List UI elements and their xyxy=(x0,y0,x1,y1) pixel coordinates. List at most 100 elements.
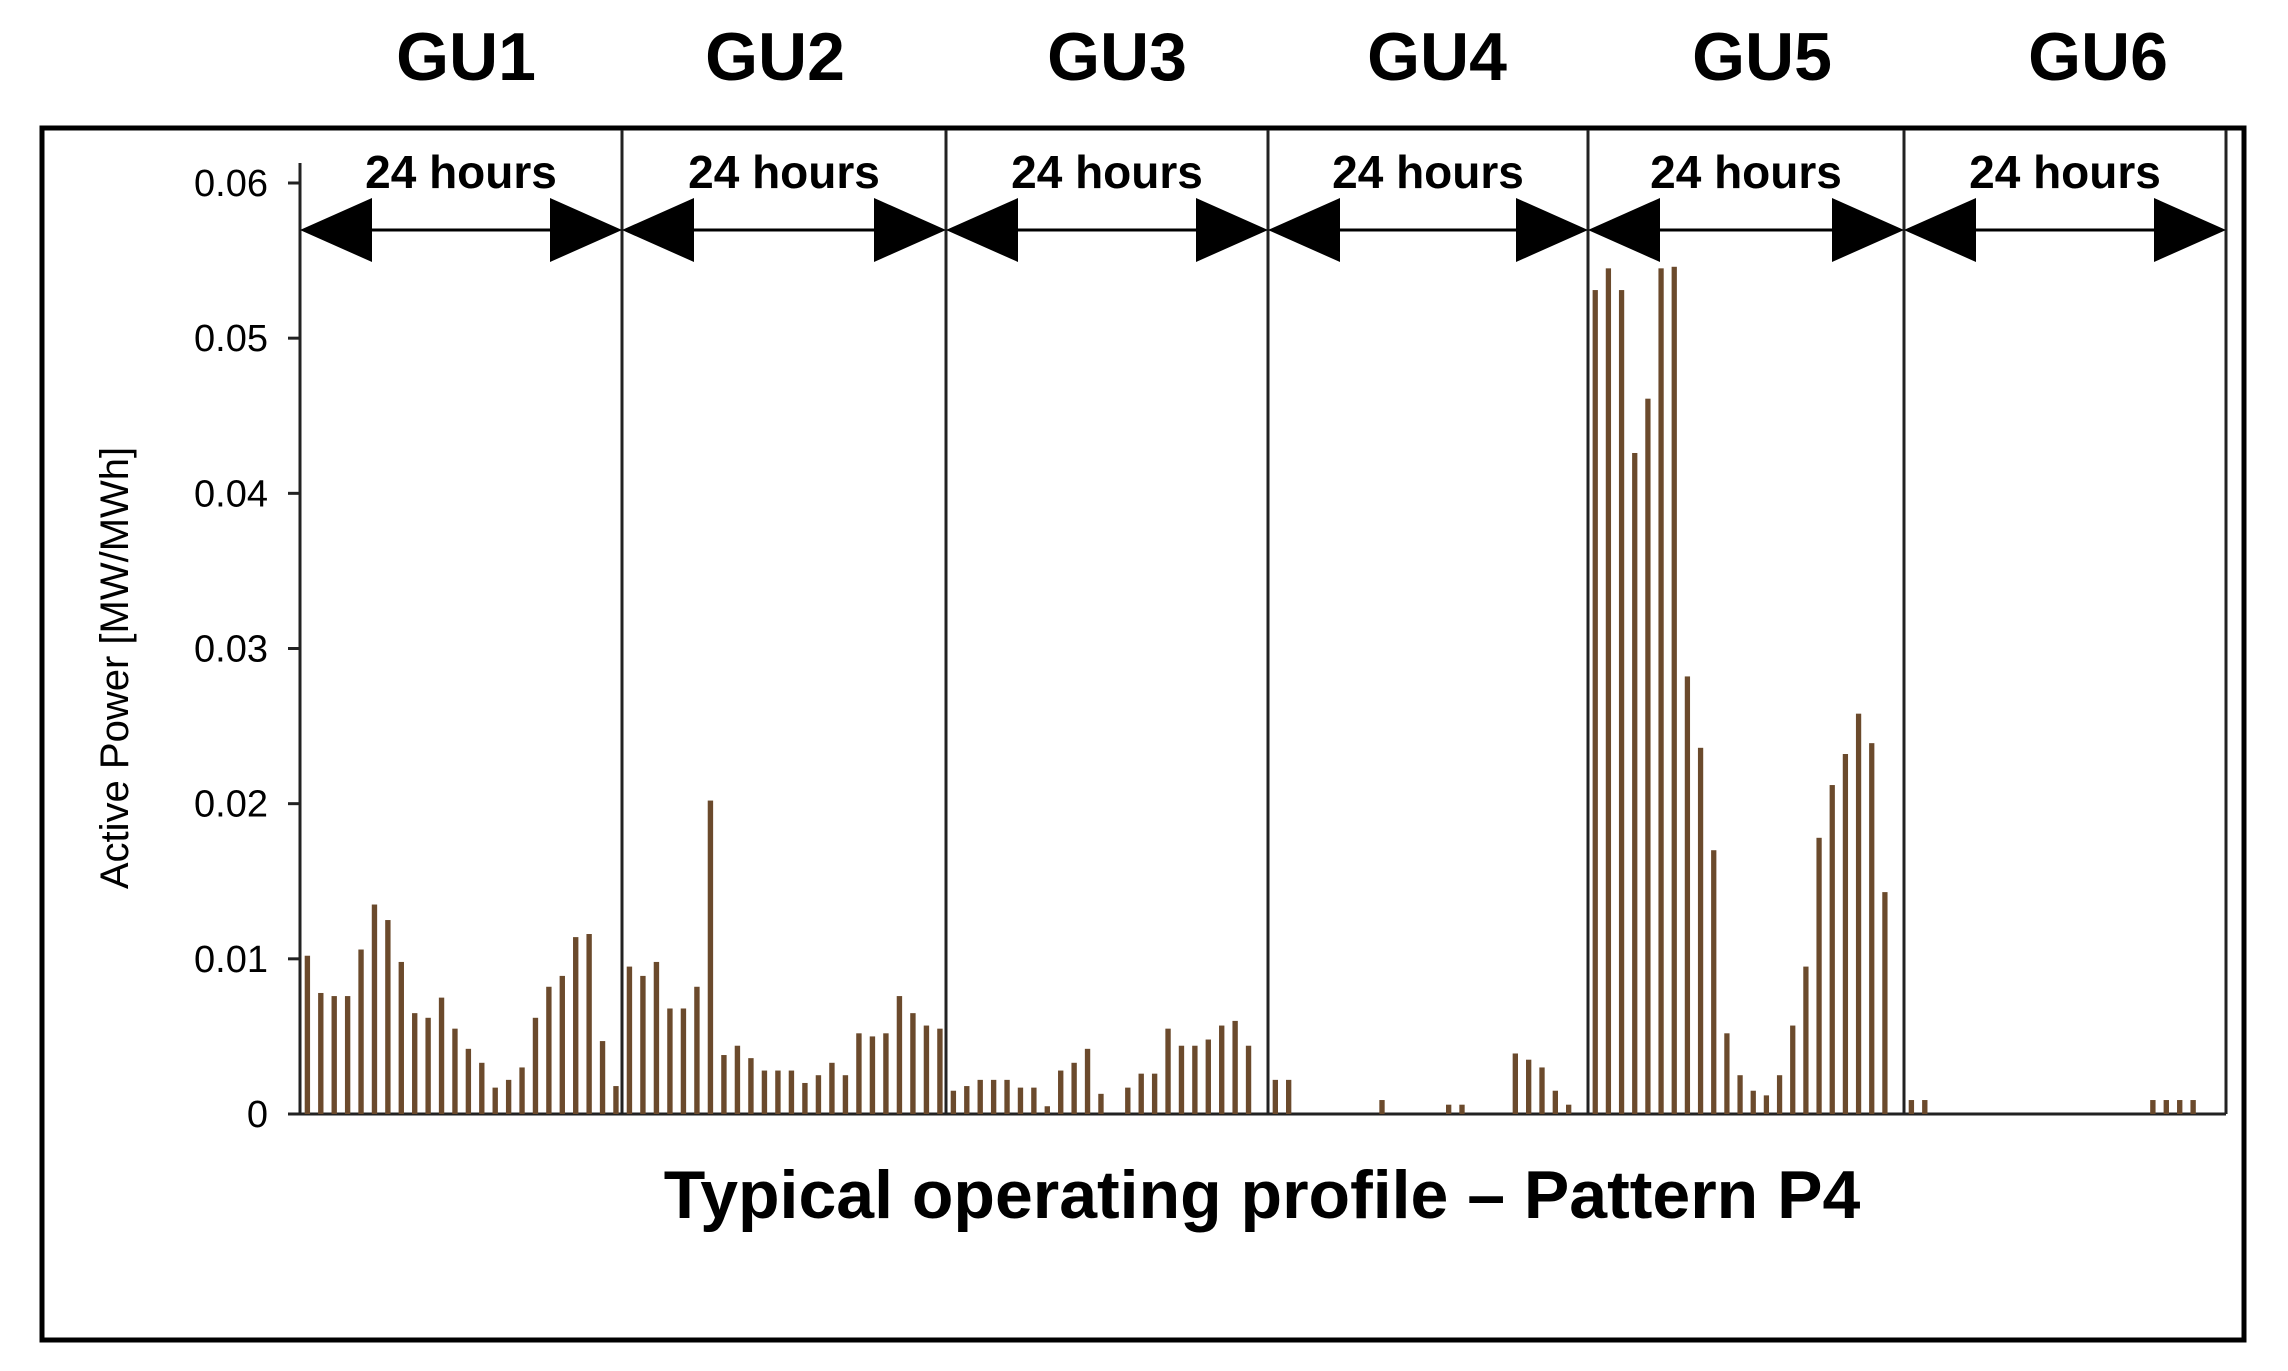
bar xyxy=(896,996,903,1114)
bar xyxy=(2163,1100,2169,1114)
group-label: GU2 xyxy=(705,19,845,95)
bar xyxy=(573,937,579,1114)
bar xyxy=(1658,268,1664,1114)
bar xyxy=(964,1086,970,1114)
bar xyxy=(1842,754,1849,1114)
bar xyxy=(438,997,445,1114)
bar xyxy=(775,1070,781,1114)
bar xyxy=(1855,713,1862,1114)
bar xyxy=(829,1062,835,1114)
bar xyxy=(559,975,565,1114)
group-label: GU5 xyxy=(1692,19,1832,95)
span-arrow-left-head xyxy=(1904,198,1976,262)
bar xyxy=(1192,1045,1198,1114)
bar xyxy=(1098,1093,1104,1114)
bar xyxy=(479,1062,485,1114)
group-label: GU3 xyxy=(1047,19,1187,95)
bar xyxy=(694,986,700,1114)
bar xyxy=(1017,1087,1024,1114)
bar xyxy=(331,996,337,1114)
y-tick-label: 0 xyxy=(247,1094,268,1136)
bar xyxy=(1138,1073,1144,1114)
bar xyxy=(667,1008,673,1114)
bar xyxy=(371,904,378,1114)
bar xyxy=(1084,1048,1091,1114)
bar xyxy=(519,1067,525,1114)
bar xyxy=(1071,1062,1077,1114)
bar xyxy=(1058,1070,1064,1114)
bar xyxy=(452,1028,458,1114)
bar xyxy=(1566,1104,1572,1114)
bar xyxy=(1908,1100,1915,1114)
y-tick-label: 0.01 xyxy=(194,939,268,981)
span-arrow-right-head xyxy=(874,198,946,262)
bar xyxy=(950,1090,957,1114)
bar xyxy=(1592,290,1598,1114)
bar xyxy=(1232,1020,1238,1114)
bar xyxy=(613,1086,619,1114)
bar xyxy=(1125,1087,1131,1114)
bar xyxy=(1750,1090,1756,1114)
group-label: GU4 xyxy=(1367,19,1507,95)
span-arrow-left-head xyxy=(622,198,694,262)
span-label: 24 hours xyxy=(1332,146,1524,198)
bar xyxy=(626,966,633,1114)
bar xyxy=(1165,1028,1171,1114)
bar xyxy=(586,934,592,1114)
bar xyxy=(2150,1100,2156,1114)
bar xyxy=(1205,1039,1211,1114)
bar xyxy=(1763,1095,1770,1114)
span-arrow-left-head xyxy=(1268,198,1340,262)
bar xyxy=(492,1087,498,1114)
bar xyxy=(1803,966,1809,1114)
y-tick-label: 0.02 xyxy=(194,784,268,826)
y-tick-label: 0.04 xyxy=(194,473,268,515)
bar xyxy=(358,949,364,1114)
bar xyxy=(1379,1100,1385,1114)
bar xyxy=(1552,1090,1558,1114)
bar xyxy=(599,1041,606,1114)
span-arrow-left-head xyxy=(300,198,372,262)
bar xyxy=(385,920,391,1114)
bar xyxy=(2190,1100,2196,1114)
span-arrow-right-head xyxy=(550,198,622,262)
bar xyxy=(1151,1073,1158,1114)
bar xyxy=(1737,1075,1743,1114)
bar xyxy=(721,1055,727,1114)
bar xyxy=(546,986,552,1114)
bar xyxy=(707,800,714,1114)
bar xyxy=(532,1017,539,1114)
y-axis-label: Active Power [MW/MWh] xyxy=(93,447,137,889)
bar xyxy=(1446,1104,1452,1114)
bar xyxy=(761,1070,768,1114)
bar xyxy=(1671,266,1677,1114)
bar xyxy=(1605,268,1612,1114)
span-arrow-right-head xyxy=(1196,198,1268,262)
bar xyxy=(1526,1059,1532,1114)
bar xyxy=(1219,1025,1225,1114)
bar xyxy=(1286,1079,1292,1114)
bar xyxy=(412,1013,418,1114)
span-label: 24 hours xyxy=(1011,146,1203,198)
span-arrow-left-head xyxy=(946,198,1018,262)
bar xyxy=(1790,1025,1796,1114)
y-tick-label: 0.05 xyxy=(194,318,268,360)
bar xyxy=(1816,837,1822,1114)
bar xyxy=(2177,1100,2183,1114)
span-label: 24 hours xyxy=(365,146,557,198)
bar xyxy=(1697,747,1704,1114)
span-arrow-left-head xyxy=(1588,198,1660,262)
bar xyxy=(802,1082,808,1114)
bar xyxy=(304,955,311,1114)
bar xyxy=(869,1036,876,1114)
bar xyxy=(734,1045,741,1114)
bar xyxy=(640,975,646,1114)
chart-title: Typical operating profile – Pattern P4 xyxy=(664,1157,1861,1233)
bar xyxy=(842,1075,849,1114)
bar xyxy=(910,1013,916,1114)
span-arrow-right-head xyxy=(2154,198,2226,262)
bar xyxy=(748,1058,754,1114)
span-label: 24 hours xyxy=(688,146,880,198)
bar xyxy=(1618,290,1625,1114)
bar xyxy=(398,961,404,1114)
